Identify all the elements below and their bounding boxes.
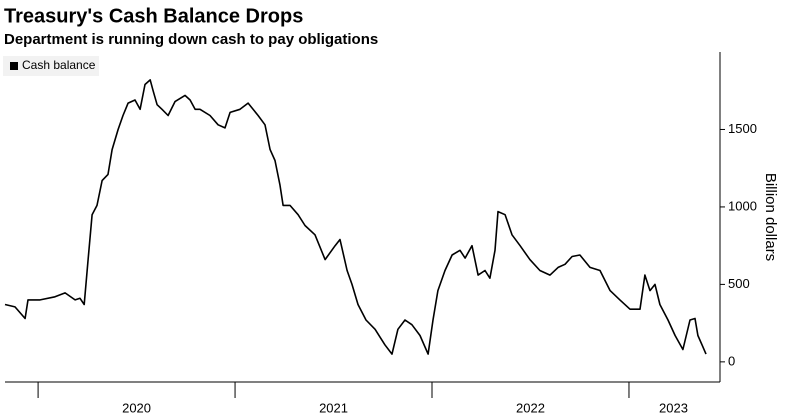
legend-label: Cash balance (22, 58, 96, 72)
x-tick-label: 2023 (659, 400, 688, 415)
y-tick-label: 500 (728, 276, 750, 291)
legend-swatch (10, 62, 18, 70)
legend-box (3, 56, 99, 76)
chart-title: Treasury's Cash Balance Drops (4, 5, 303, 27)
chart-subtitle: Department is running down cash to pay o… (4, 31, 378, 48)
x-tick-label: 2022 (516, 400, 545, 415)
data-line (4, 79, 707, 355)
y-tick-label: 1000 (728, 198, 757, 213)
x-tick-label: 2021 (319, 400, 348, 415)
y-tick-label: 1500 (728, 121, 757, 136)
x-tick-label: 2020 (122, 400, 151, 415)
y-tick-label: 0 (728, 353, 735, 368)
y-axis-label: Billion dollars (762, 173, 779, 261)
